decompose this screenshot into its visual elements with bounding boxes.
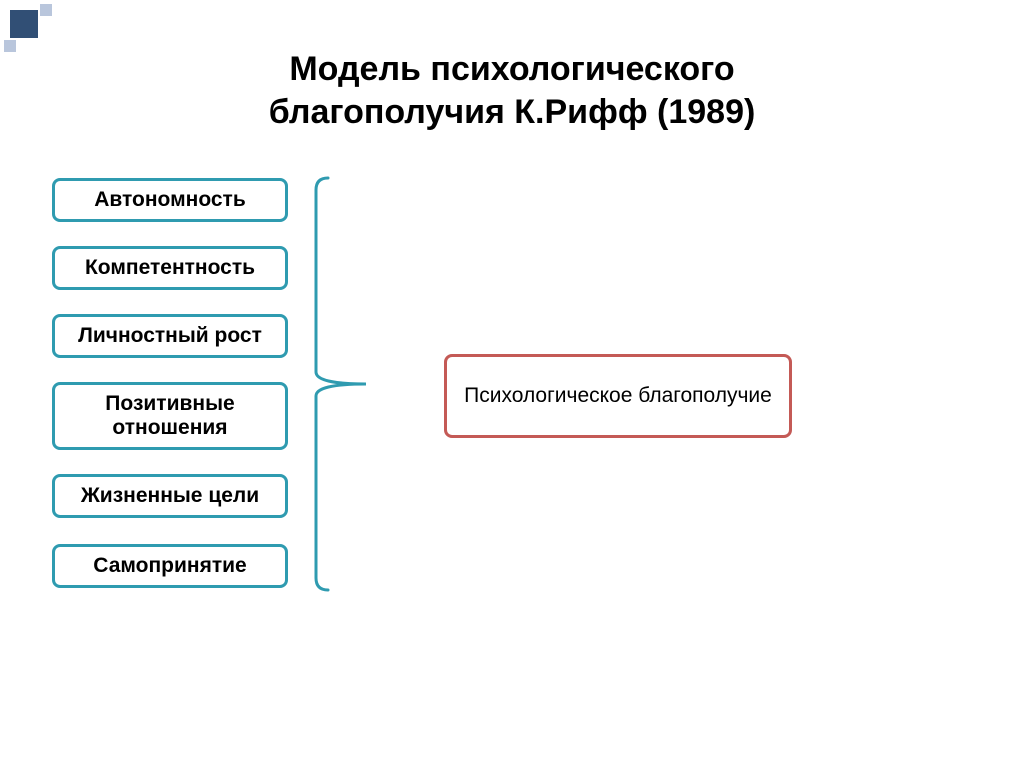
decor-square-large xyxy=(10,10,38,38)
corner-decor xyxy=(0,0,55,55)
factor-label-4: Жизненные цели xyxy=(81,484,259,508)
factor-node-0: Автономность xyxy=(52,178,288,222)
title-line-1: Модель психологического xyxy=(0,48,1024,91)
brace-connector xyxy=(312,178,372,590)
slide-canvas: Модель психологическогоблагополучия К.Ри… xyxy=(0,0,1024,767)
factor-label-3: Позитивные отношения xyxy=(61,392,279,440)
factor-node-5: Самопринятие xyxy=(52,544,288,588)
title-line-2: благополучия К.Рифф (1989) xyxy=(0,91,1024,134)
outcome-node: Психологическое благополучие xyxy=(444,354,792,438)
factor-label-0: Автономность xyxy=(94,188,246,212)
factor-label-1: Компетентность xyxy=(85,256,255,280)
brace-path xyxy=(316,178,366,590)
factor-label-5: Самопринятие xyxy=(93,554,246,578)
factor-node-4: Жизненные цели xyxy=(52,474,288,518)
factor-node-3: Позитивные отношения xyxy=(52,382,288,450)
factor-node-1: Компетентность xyxy=(52,246,288,290)
outcome-label: Психологическое благополучие xyxy=(464,384,772,408)
factor-node-2: Личностный рост xyxy=(52,314,288,358)
decor-square-small-1 xyxy=(40,4,52,16)
slide-title: Модель психологическогоблагополучия К.Ри… xyxy=(0,48,1024,133)
factor-label-2: Личностный рост xyxy=(78,324,262,348)
